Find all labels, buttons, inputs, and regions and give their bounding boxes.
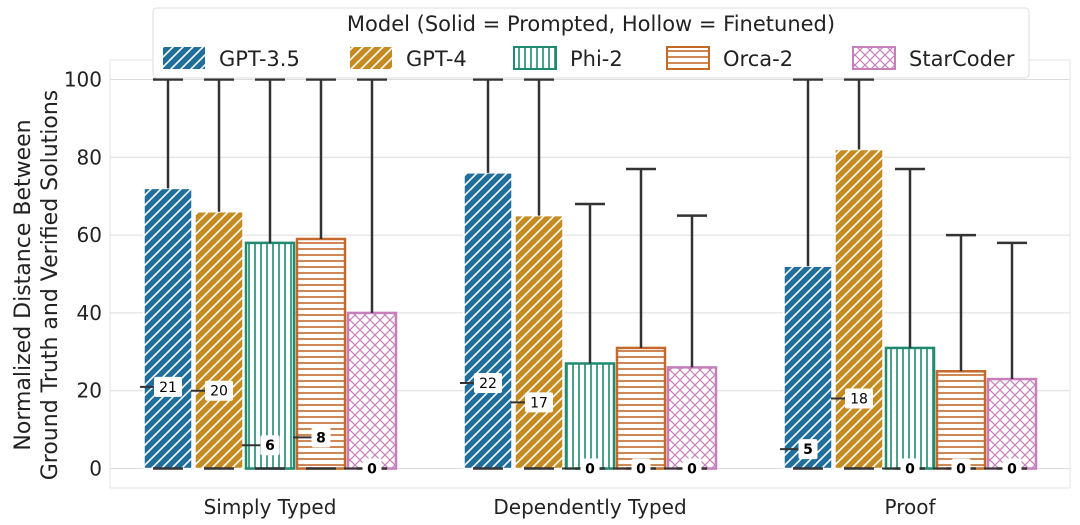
median-label: 0: [687, 462, 697, 478]
x-tick-label: Dependently Typed: [493, 495, 686, 519]
median-label: 5: [803, 442, 813, 458]
median-label-bg: [260, 435, 280, 456]
median-label-bg: [845, 388, 873, 409]
median-label-bg: [311, 427, 331, 448]
median-label-bg: [798, 439, 818, 460]
median-label: 0: [367, 462, 377, 478]
median-label-bg: [580, 458, 600, 479]
y-tick-label: 40: [77, 301, 102, 325]
y-tick-label: 80: [77, 145, 102, 169]
median-label-bg: [154, 376, 182, 397]
y-tick-label: 0: [89, 457, 102, 481]
y-axis-title-line-2: Ground Truth and Verified Solutions: [38, 90, 63, 481]
bar: [244, 241, 296, 470]
median-label-bg: [900, 458, 920, 479]
y-axis-title: Normalized Distance Between Ground Truth…: [11, 90, 63, 481]
bar: [666, 366, 718, 470]
median-label-bg: [362, 458, 382, 479]
legend-swatch: [852, 46, 896, 70]
median-label: 0: [905, 462, 915, 478]
bar: [564, 362, 616, 470]
median-label: 0: [636, 462, 646, 478]
legend-swatch: [666, 46, 710, 70]
bar: [194, 210, 244, 470]
legend-entry: Phi-2: [570, 47, 623, 71]
median-label: 0: [1007, 462, 1017, 478]
legend-swatch: [350, 47, 392, 69]
median-label-bg: [682, 458, 702, 479]
bar: [514, 214, 564, 470]
legend-entry: Orca-2: [723, 47, 793, 71]
median-label: 22: [479, 376, 497, 392]
legend-title: Model (Solid = Prompted, Hollow = Finetu…: [347, 12, 835, 36]
median-label-bg: [1002, 458, 1022, 479]
legend-swatch: [513, 46, 557, 70]
median-label-bg: [951, 458, 971, 479]
median-label: 20: [210, 384, 228, 400]
median-label: 0: [956, 462, 966, 478]
median-label-bg: [525, 392, 553, 413]
median-label-bg: [205, 380, 233, 401]
bar: [935, 370, 987, 470]
legend-entry: GPT-4: [406, 47, 467, 71]
median-label: 8: [316, 430, 326, 446]
bar: [463, 172, 513, 470]
y-axis-title-line-1: Normalized Distance Between: [11, 119, 36, 450]
bar: [884, 346, 936, 470]
bar: [346, 311, 398, 470]
bar: [834, 148, 884, 470]
median-label-bg: [474, 372, 502, 393]
bars: 21 20 6 8 0 22 17 0 0 0 5 18 0 0 0: [140, 78, 1038, 479]
median-label-bg: [631, 458, 651, 479]
y-tick-label: 60: [77, 223, 102, 247]
x-tick-label: Simply Typed: [204, 495, 337, 519]
bar: [783, 265, 833, 470]
legend-entry: StarCoder: [909, 47, 1015, 71]
bar: [143, 187, 193, 470]
x-tick-label: Proof: [884, 495, 936, 519]
median-label: 6: [265, 438, 275, 454]
legend-swatch: [163, 47, 205, 69]
legend-entry: GPT-3.5: [219, 47, 300, 71]
bar: [615, 346, 667, 470]
median-label: 18: [850, 392, 868, 408]
y-tick-label: 100: [64, 67, 102, 91]
bar: [986, 377, 1038, 470]
median-label: 0: [585, 462, 595, 478]
median-label: 21: [159, 380, 177, 396]
legend: Model (Solid = Prompted, Hollow = Finetu…: [152, 7, 1030, 79]
y-tick-label: 20: [77, 379, 102, 403]
median-label: 17: [530, 395, 548, 411]
